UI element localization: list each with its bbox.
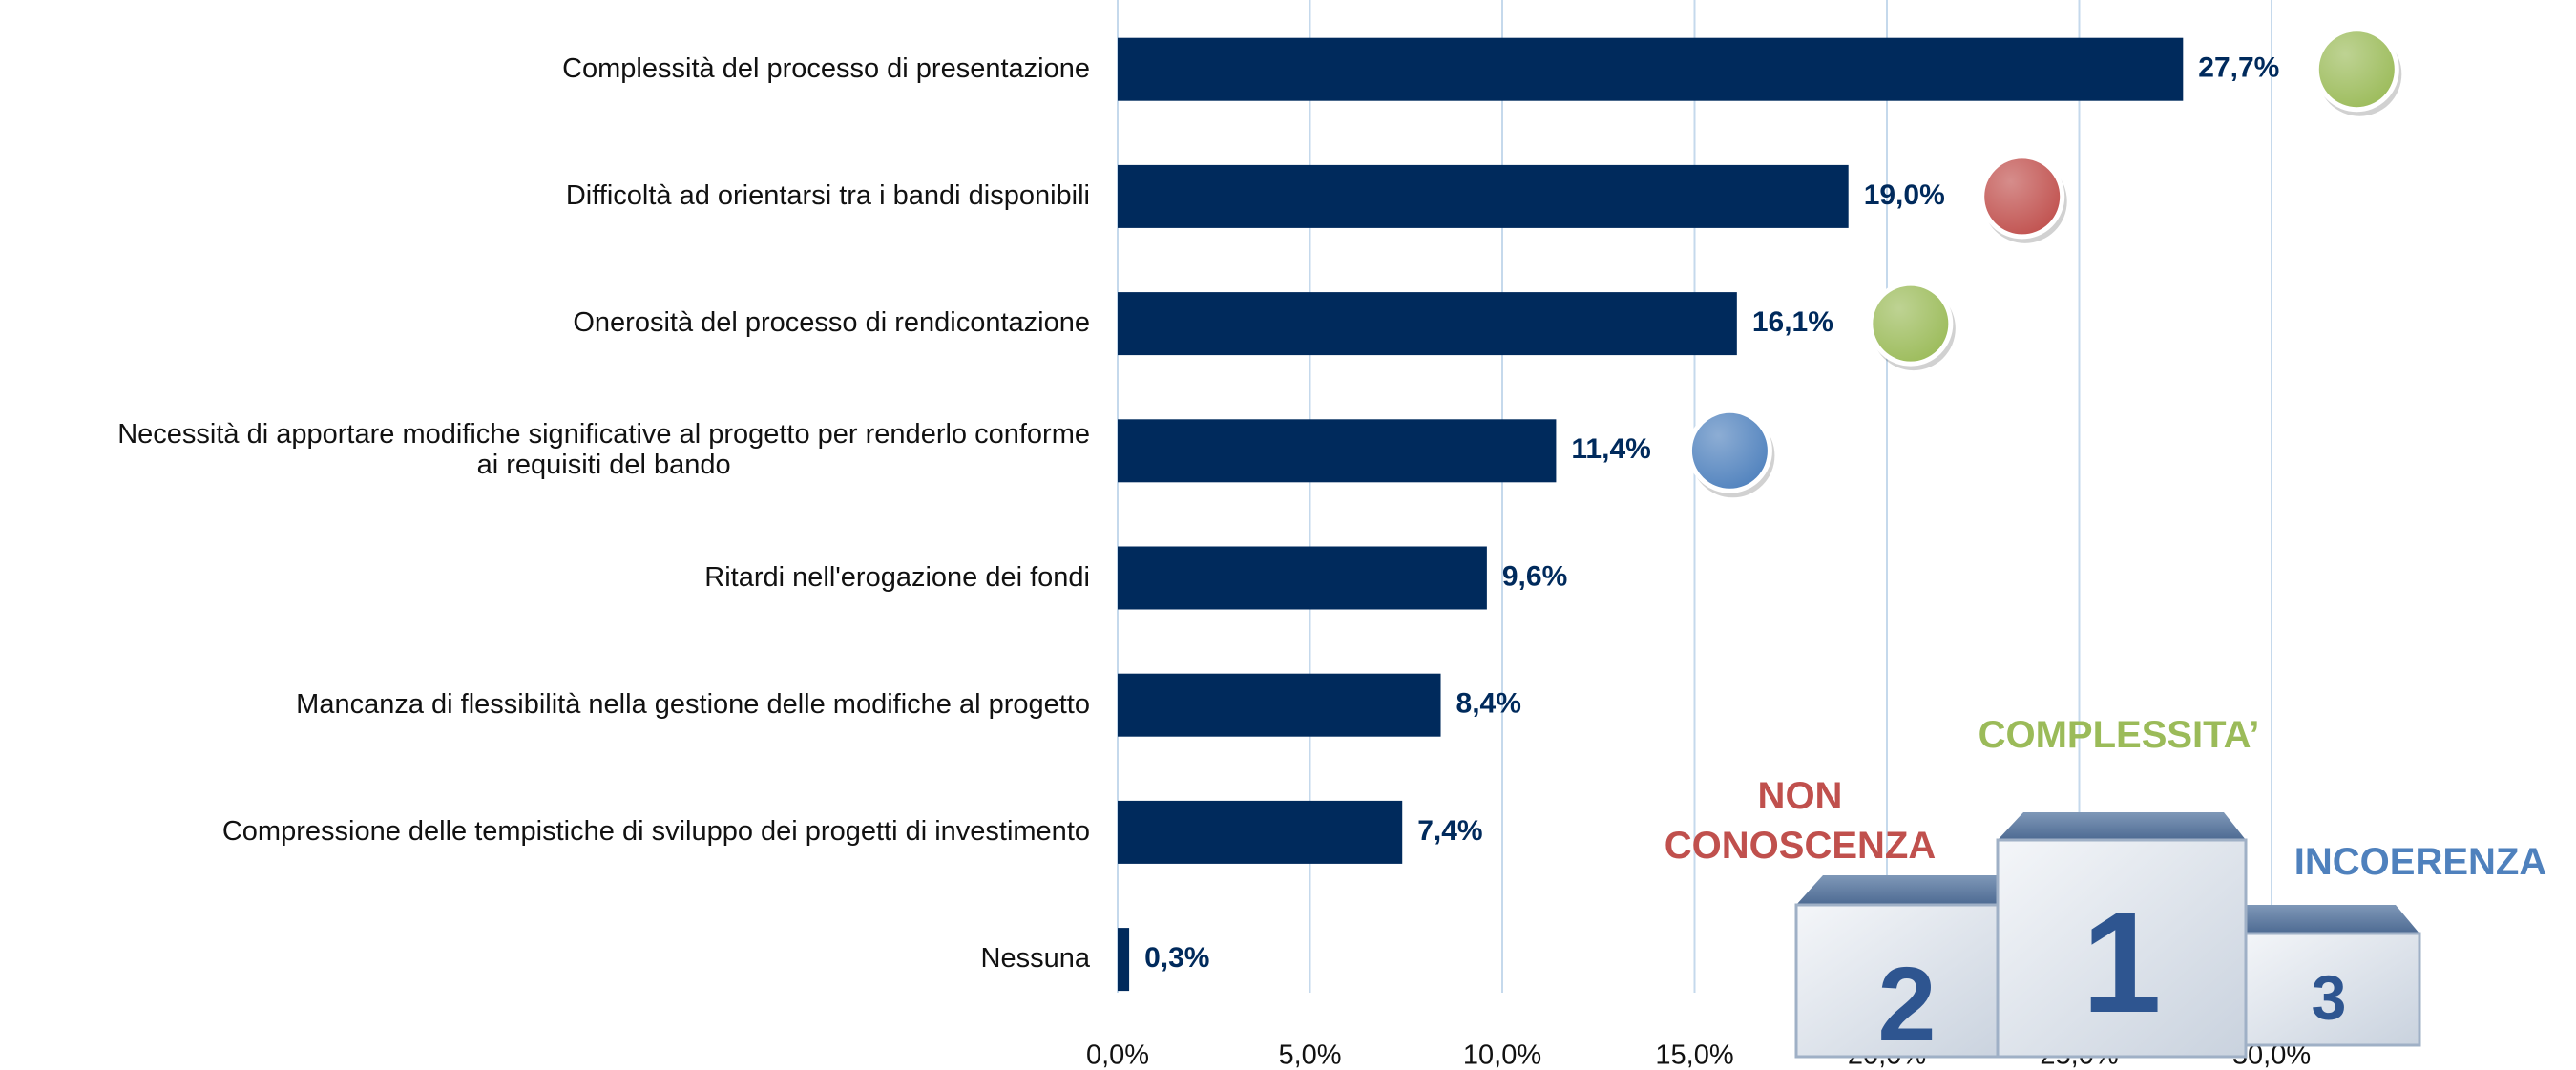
marker-shine — [2318, 31, 2396, 108]
bar — [1118, 928, 1130, 992]
category-label: Mancanza di flessibilità nella gestione … — [0, 688, 1090, 721]
bars: 27,7% 19,0% 16,1% 11,4% 9,6% 8,4% 7,4% 0,3% — [1118, 27, 2402, 992]
annotation: INCOERENZA — [2293, 841, 2547, 883]
bar — [1118, 546, 1487, 610]
category-text: Onerosità del processo di rendicontazion… — [573, 307, 1090, 339]
category-label: Onerosità del processo di rendicontazion… — [0, 307, 1090, 339]
marker-shine — [1691, 412, 1769, 490]
category-label: Difficoltà ad orientarsi tra i bandi dis… — [0, 179, 1090, 212]
bar — [1118, 164, 1849, 228]
value-label: 8,4% — [1456, 688, 1521, 720]
category-text: Complessità del processo di presentazion… — [562, 52, 1090, 84]
annotation: NON CONOSCENZA — [1664, 775, 1937, 867]
value-label: 0,3% — [1144, 942, 1209, 974]
podium-left — [1794, 875, 2033, 1059]
podium-number: 3 — [2312, 962, 2347, 1033]
bar — [1118, 419, 1557, 483]
value-label: 16,1% — [1752, 306, 1833, 338]
category-label: Necessità di apportare modifiche signifi… — [0, 420, 1090, 481]
podium-number: 1 — [2082, 882, 2161, 1042]
bar — [1118, 800, 1403, 864]
category-label: Nessuna — [0, 943, 1090, 975]
category-label: Ritardi nell'erogazione dei fondi — [0, 561, 1090, 594]
x-tick-label: 15,0% — [1655, 1040, 1733, 1070]
value-label: 19,0% — [1864, 179, 1945, 211]
bar — [1118, 292, 1737, 356]
bar — [1118, 37, 2184, 101]
x-tick-label: 10,0% — [1463, 1040, 1541, 1070]
x-tick-label: 5,0% — [1278, 1040, 1341, 1070]
podium-number: 2 — [1877, 946, 1936, 1063]
podium-right — [2235, 905, 2421, 1047]
category-text: Mancanza di flessibilità nella gestione … — [296, 688, 1090, 720]
bar — [1118, 673, 1441, 737]
category-text: Difficoltà ad orientarsi tra i bandi dis… — [565, 179, 1090, 211]
category-text: Necessità di apportare modifiche signifi… — [117, 419, 1090, 481]
value-label: 27,7% — [2198, 52, 2279, 84]
category-text: Nessuna — [980, 943, 1090, 975]
podium-center — [1996, 812, 2248, 1059]
category-label: Compressione delle tempistiche di svilup… — [0, 815, 1090, 848]
marker-shine — [1983, 157, 2061, 235]
value-label: 9,6% — [1502, 560, 1567, 592]
value-label: 11,4% — [1571, 433, 1650, 465]
value-label: 7,4% — [1417, 815, 1482, 847]
category-text: Compressione delle tempistiche di svilup… — [221, 815, 1090, 847]
marker-shine — [1872, 285, 1949, 363]
category-label: Complessità del processo di presentazion… — [0, 52, 1090, 85]
x-tick-label: 0,0% — [1086, 1040, 1149, 1070]
category-text: Ritardi nell'erogazione dei fondi — [704, 561, 1090, 593]
annotation: COMPLESSITA’ — [1978, 714, 2260, 756]
